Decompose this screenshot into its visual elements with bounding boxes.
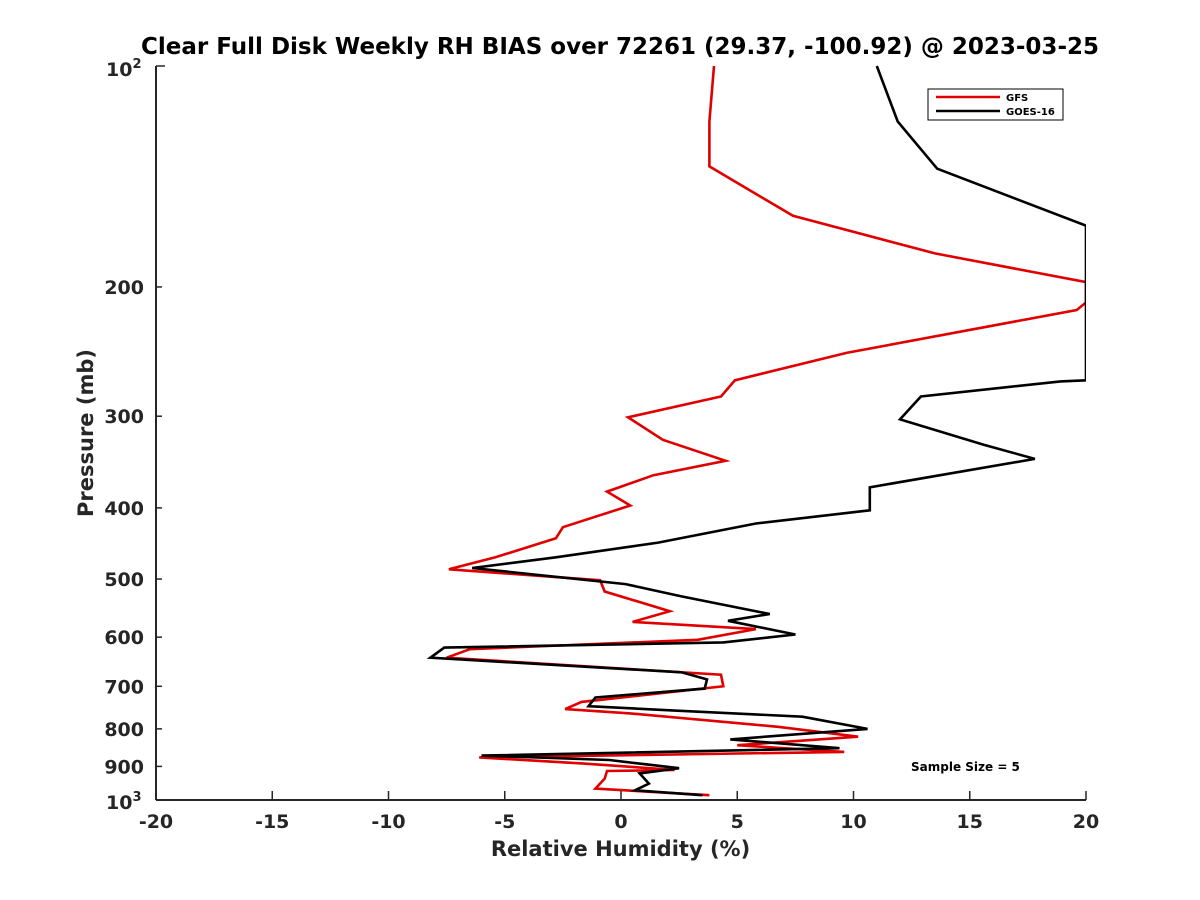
x-tick-label: 20 — [1073, 811, 1099, 833]
y-tick-label-top: 102 — [106, 57, 142, 81]
chart-title: Clear Full Disk Weekly RH BIAS over 7226… — [141, 34, 1099, 60]
x-tick-label: -20 — [139, 811, 173, 833]
y-tick-label: 600 — [104, 627, 144, 649]
x-tick-label: 10 — [840, 811, 866, 833]
y-tick-label: 400 — [104, 498, 144, 520]
y-bottom-base: 10 — [106, 792, 132, 814]
x-tick-label: -10 — [371, 811, 405, 833]
x-tick-label: 5 — [731, 811, 744, 833]
x-tick-label: 15 — [957, 811, 983, 833]
legend-label-goes16: GOES-16 — [1006, 107, 1055, 118]
y-top-base: 10 — [106, 59, 132, 81]
x-axis-label: Relative Humidity (%) — [491, 837, 750, 861]
sample-size-annotation: Sample Size = 5 — [911, 760, 1020, 774]
legend: GFS GOES-16 — [927, 88, 1064, 121]
y-tick-label: 900 — [104, 756, 144, 778]
y-tick-label: 500 — [104, 569, 144, 591]
y-axis-label: Pressure (mb) — [74, 349, 98, 517]
y-top-exponent: 2 — [132, 57, 141, 72]
x-tick-label: 0 — [614, 811, 627, 833]
x-tick-label: -5 — [494, 811, 515, 833]
y-tick-label: 800 — [104, 719, 144, 741]
y-tick-label: 300 — [104, 406, 144, 428]
y-tick-label: 700 — [104, 676, 144, 698]
y-tick-label: 200 — [104, 277, 144, 299]
legend-box — [927, 88, 1064, 121]
y-bottom-exponent: 3 — [132, 790, 141, 805]
axes-layer: -20 -15 -10 -5 0 5 10 15 20 200 300 400 500 600 700 800… — [104, 65, 1099, 833]
legend-label-gfs: GFS — [1006, 93, 1028, 104]
series-line-goes16 — [426, 65, 1086, 797]
y-tick-label-bottom: 103 — [106, 790, 142, 814]
series-layer — [426, 65, 1086, 797]
x-tick-label: -15 — [255, 811, 289, 833]
